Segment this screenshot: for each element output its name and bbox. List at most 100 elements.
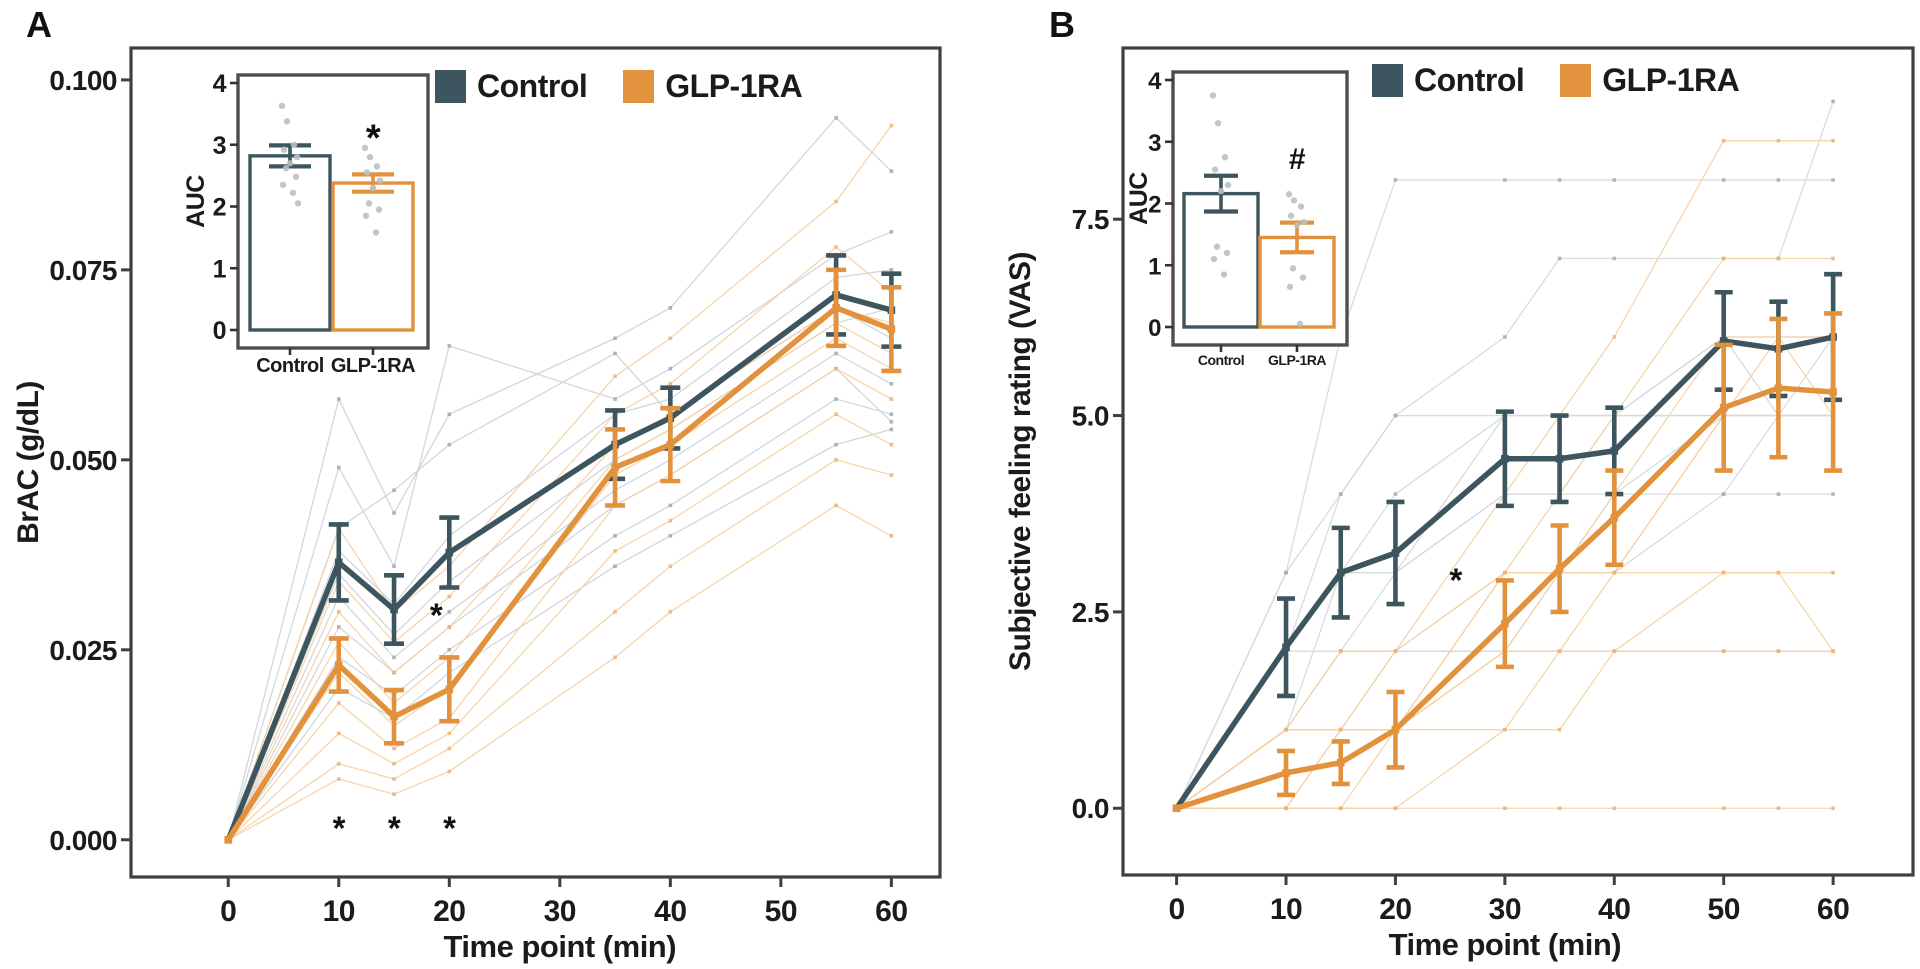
subject-point xyxy=(1214,120,1222,127)
panel-b-mean-series-control xyxy=(1172,271,1843,813)
inset-b-ytick-label: 1 xyxy=(1148,253,1161,280)
mean-point xyxy=(1610,513,1619,522)
individual-point xyxy=(889,382,894,386)
panel-b-ytick-label: 2.5 xyxy=(1072,597,1109,628)
individual-point xyxy=(1831,570,1835,575)
individual-point xyxy=(336,777,341,781)
subject-point xyxy=(375,206,383,213)
subject-point xyxy=(365,200,373,207)
individual-point xyxy=(889,123,894,128)
individual-point xyxy=(1776,492,1781,496)
panel-b-significance-mark: * xyxy=(1449,561,1462,598)
subject-point xyxy=(1211,166,1219,173)
individual-point xyxy=(834,351,838,356)
subject-point xyxy=(1217,187,1225,195)
mean-point xyxy=(390,712,398,721)
individual-point xyxy=(889,442,894,447)
individual-point xyxy=(834,397,838,401)
individual-point xyxy=(1612,649,1617,653)
panel-a-xtick-label: 0 xyxy=(220,895,236,928)
panel-a-ytick-label: 0.025 xyxy=(49,635,117,666)
subject-point xyxy=(376,177,384,184)
individual-point xyxy=(447,610,452,614)
individual-point xyxy=(392,777,396,781)
subject-point xyxy=(278,102,286,110)
individual-point xyxy=(834,116,838,120)
panel-a-ytick-label: 0.075 xyxy=(49,255,117,286)
individual-point xyxy=(1338,649,1343,653)
individual-point xyxy=(1557,727,1562,732)
individual-point xyxy=(834,503,838,508)
panel-a-significance-mark: * xyxy=(443,809,456,846)
individual-point xyxy=(447,412,452,417)
mean-point xyxy=(224,835,233,844)
panel-a-individual-lines-glp-1ra xyxy=(226,123,894,842)
panel-b-xtick-label: 20 xyxy=(1379,893,1411,926)
legend-swatch-control-icon xyxy=(435,70,466,103)
individual-point xyxy=(889,169,894,173)
subject-point xyxy=(1209,92,1217,99)
panel-b-xtick-label: 0 xyxy=(1169,893,1185,926)
individual-point xyxy=(447,769,452,774)
individual-trace xyxy=(227,367,892,841)
individual-trace xyxy=(227,504,892,841)
individual-point xyxy=(447,731,452,736)
individual-point xyxy=(1776,256,1781,261)
individual-trace xyxy=(1176,257,1834,809)
subject-point xyxy=(294,200,302,207)
individual-point xyxy=(447,594,452,599)
panel-a-significance-mark: * xyxy=(333,809,346,846)
individual-point xyxy=(447,442,452,447)
inset-a-bar-control xyxy=(248,102,332,332)
individual-point xyxy=(1284,727,1288,732)
individual-point xyxy=(668,366,673,371)
panel-b-mean-series-glp-1ra xyxy=(1172,311,1843,813)
subject-point xyxy=(361,144,369,152)
individual-point xyxy=(1721,649,1726,653)
panel-a-xtick-label: 10 xyxy=(323,895,355,928)
inset-a-y-axis-title: AUC xyxy=(182,175,210,228)
panel-a-x-axis-title: Time point (min) xyxy=(444,929,677,964)
panel-b-xtick-label: 40 xyxy=(1598,893,1630,926)
individual-point xyxy=(392,564,396,569)
panel-b-ytick-label: 0.0 xyxy=(1072,793,1109,824)
panel-b-x-axis-title: Time point (min) xyxy=(1389,927,1622,962)
individual-point xyxy=(1557,806,1562,811)
subject-point xyxy=(1220,271,1228,278)
inset-b-y-axis-title: AUC xyxy=(1125,172,1153,225)
individual-point xyxy=(447,625,452,629)
individual-point xyxy=(834,412,838,417)
individual-point xyxy=(1338,727,1343,732)
inset-b-ytick-label: 4 xyxy=(1148,68,1162,95)
mean-point xyxy=(1501,454,1509,463)
inset-a-bar-glp-1ra xyxy=(331,144,415,332)
individual-point xyxy=(392,511,396,515)
individual-point xyxy=(1721,256,1726,261)
subject-point xyxy=(279,181,287,189)
individual-point xyxy=(889,534,894,538)
subject-point xyxy=(363,169,371,176)
inset-b-ytick-label: 0 xyxy=(1148,315,1161,342)
individual-point xyxy=(834,245,838,249)
subject-point xyxy=(372,229,380,236)
subject-point xyxy=(286,160,294,167)
panel-a-ytick-label: 0.100 xyxy=(49,65,117,96)
individual-point xyxy=(1503,727,1507,732)
mean-point xyxy=(1282,643,1290,652)
inset-a-ytick-label: 1 xyxy=(213,255,227,283)
subject-point xyxy=(1223,249,1231,257)
individual-point xyxy=(1393,492,1398,496)
panel-b-ytick-label: 5.0 xyxy=(1072,401,1109,432)
individual-point xyxy=(1393,806,1398,811)
mean-point xyxy=(1555,564,1564,573)
individual-point xyxy=(613,351,617,356)
individual-point xyxy=(889,268,894,272)
individual-point xyxy=(336,465,341,470)
individual-point xyxy=(1831,138,1835,143)
panel-a-ytick-label: 0.050 xyxy=(49,445,117,476)
inset-b-ytick-label: 3 xyxy=(1148,130,1161,157)
mean-point xyxy=(1282,769,1290,777)
individual-trace xyxy=(227,116,892,840)
panel-a-mean-series-glp-1ra xyxy=(224,267,902,844)
individual-point xyxy=(1393,178,1398,182)
